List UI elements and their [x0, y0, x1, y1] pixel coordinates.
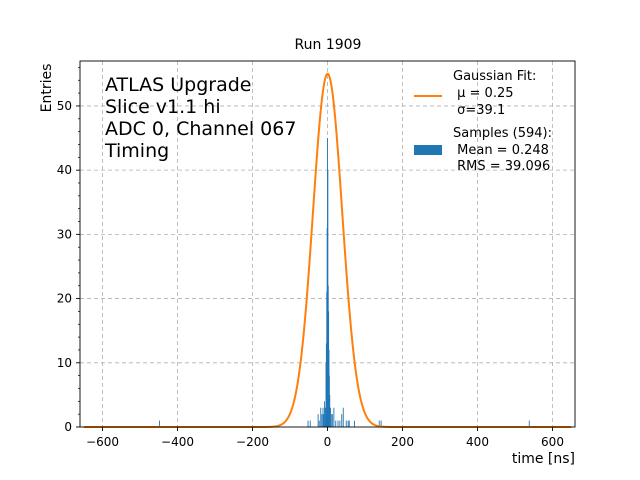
histogram-bar [341, 414, 343, 427]
annotation-line-slice: Slice v1.1 hi [105, 96, 221, 118]
x-tick-label: 400 [466, 435, 489, 449]
histogram-bar [322, 407, 324, 427]
histogram-bar [324, 407, 326, 427]
histogram-bar [342, 407, 344, 427]
histogram-bar [320, 407, 322, 427]
legend: Gaussian Fit: μ = 0.25 σ=39.1 Samples (5… [414, 69, 552, 174]
histogram-bar [347, 420, 349, 427]
histogram-bar [307, 420, 309, 427]
legend-fit-mu: μ = 0.25 [453, 86, 514, 101]
histogram-bar [339, 420, 341, 427]
chart-title: Run 1909 [295, 37, 362, 53]
histogram-bar [348, 420, 350, 427]
histogram-bars [159, 138, 530, 428]
histogram-bar [309, 420, 311, 427]
legend-fit-sigma: σ=39.1 [453, 103, 505, 118]
x-tick-label: 200 [391, 435, 414, 449]
axis-ticks: −600 −400 −200 0 200 400 600 0 10 20 30 40 50 [57, 67, 564, 449]
histogram-bar [159, 420, 160, 427]
histogram-bar [330, 414, 332, 427]
histogram-bar [331, 414, 333, 427]
y-tick-label: 50 [57, 99, 72, 113]
histogram-bar [354, 420, 355, 427]
x-axis-label: time [ns] [512, 451, 575, 467]
histogram-bar [380, 420, 382, 427]
histogram-bar [323, 414, 325, 427]
histogram-bar [378, 420, 380, 427]
legend-samples-mean: Mean = 0.248 [453, 143, 549, 158]
histogram-bar [321, 414, 323, 427]
x-tick-label: −400 [161, 435, 194, 449]
histogram-bar [329, 394, 331, 427]
histogram-bar [337, 420, 339, 427]
y-tick-label: 30 [57, 227, 72, 241]
y-tick-label: 40 [57, 163, 72, 177]
y-tick-label: 0 [64, 420, 72, 434]
histogram-bar [345, 420, 347, 427]
histogram-bar [333, 407, 335, 427]
histogram-bar [528, 420, 530, 427]
x-tick-label: 600 [541, 435, 564, 449]
annotation-block: ATLAS Upgrade Slice v1.1 hi ADC 0, Chann… [104, 74, 296, 162]
histogram-bar [335, 420, 337, 427]
legend-samples-label: Samples (594): [453, 126, 552, 141]
annotation-line-channel: ADC 0, Channel 067 [105, 118, 296, 140]
x-tick-label: 0 [324, 435, 332, 449]
x-tick-label: −600 [86, 435, 119, 449]
legend-samples-rms: RMS = 39.096 [453, 159, 550, 174]
y-tick-label: 10 [57, 356, 72, 370]
y-axis-label: Entries [39, 64, 55, 113]
y-tick-label: 20 [57, 292, 72, 306]
histogram-bar [317, 414, 319, 427]
legend-samples-swatch [414, 145, 442, 155]
annotation-line-mode: Timing [104, 140, 169, 162]
annotation-line-experiment: ATLAS Upgrade [105, 74, 251, 96]
histogram-bar [324, 401, 325, 427]
histogram-bar [318, 420, 320, 427]
legend-fit-label: Gaussian Fit: [453, 69, 536, 84]
histogram-bar [330, 407, 331, 427]
x-tick-label: −200 [236, 435, 269, 449]
